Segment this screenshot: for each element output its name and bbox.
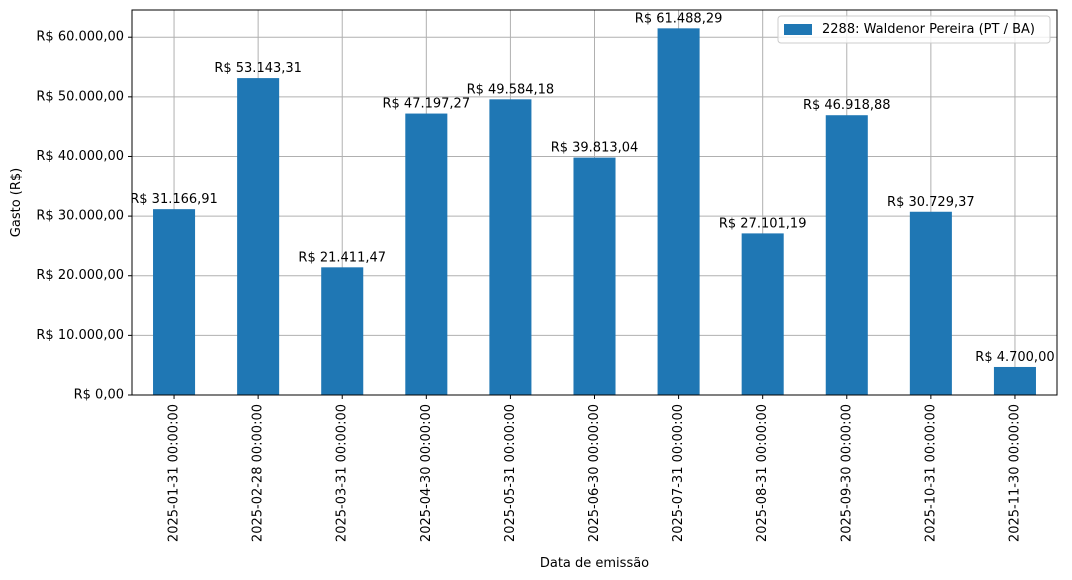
bar: [405, 113, 448, 396]
y-tick-label: R$ 10.000,00: [36, 328, 124, 343]
bar-value-label: R$ 46.918,88: [803, 98, 891, 113]
x-tick-label: 2025-10-31 00:00:00: [923, 404, 938, 542]
legend: 2288: Waldenor Pereira (PT / BA): [777, 15, 1051, 44]
bar-value-label: R$ 61.488,29: [635, 11, 723, 26]
bar-value-label: R$ 21.411,47: [298, 250, 386, 265]
y-tick-label: R$ 60.000,00: [36, 30, 124, 45]
bar-value-label: R$ 49.584,18: [467, 82, 555, 97]
bar: [657, 28, 700, 395]
y-axis-title: Gasto (R$): [9, 168, 24, 237]
y-axis: R$ 0,00 R$ 10.000,00 R$ 20.000,00 R$ 30.000…: [36, 30, 132, 403]
bar: [321, 267, 364, 395]
x-tick-label: 2025-01-31 00:00:00: [167, 404, 182, 542]
bar: [825, 115, 868, 395]
bar: [993, 366, 1036, 395]
bar-value-label: R$ 39.813,04: [551, 141, 639, 156]
data-labels: R$ 31.166,91 R$ 53.143,31 R$ 21.411,47 R$ 4…: [130, 11, 1054, 365]
bar-value-label: R$ 53.143,31: [214, 61, 302, 76]
y-tick-label: R$ 50.000,00: [36, 89, 124, 104]
bar: [489, 99, 532, 395]
x-tick-label: 2025-09-30 00:00:00: [839, 404, 854, 542]
bar: [237, 78, 280, 395]
y-tick-label: R$ 0,00: [74, 388, 124, 403]
legend-box: [777, 15, 1051, 44]
bar-value-label: R$ 27.101,19: [719, 216, 807, 231]
bar-value-label: R$ 30.729,37: [887, 195, 975, 210]
bars: [153, 28, 1036, 396]
x-tick-label: 2025-07-31 00:00:00: [671, 404, 686, 542]
x-tick-label: 2025-08-31 00:00:00: [755, 404, 770, 542]
x-tick-label: 2025-05-31 00:00:00: [503, 404, 518, 542]
bar: [153, 209, 196, 395]
x-tick-label: 2025-11-30 00:00:00: [1007, 404, 1022, 542]
bar: [573, 157, 616, 395]
y-tick-label: R$ 30.000,00: [36, 209, 124, 224]
x-tick-label: 2025-06-30 00:00:00: [587, 404, 602, 542]
legend-label: 2288: Waldenor Pereira (PT / BA): [822, 22, 1035, 37]
x-axis-title: Data de emissão: [540, 556, 649, 571]
legend-swatch: [784, 24, 812, 35]
bar: [741, 233, 784, 395]
y-tick-label: R$ 20.000,00: [36, 268, 124, 283]
bar: [909, 211, 952, 395]
bar-value-label: R$ 47.197,27: [383, 97, 471, 112]
bar-value-label: R$ 31.166,91: [130, 192, 218, 207]
x-axis: 2025-01-31 00:00:00 2025-02-28 00:00:00 20…: [167, 395, 1022, 542]
x-tick-label: 2025-03-31 00:00:00: [335, 404, 350, 542]
x-tick-label: 2025-02-28 00:00:00: [251, 404, 266, 542]
y-tick-label: R$ 40.000,00: [36, 149, 124, 164]
x-tick-label: 2025-04-30 00:00:00: [419, 404, 434, 542]
bar-value-label: R$ 4.700,00: [975, 350, 1054, 365]
